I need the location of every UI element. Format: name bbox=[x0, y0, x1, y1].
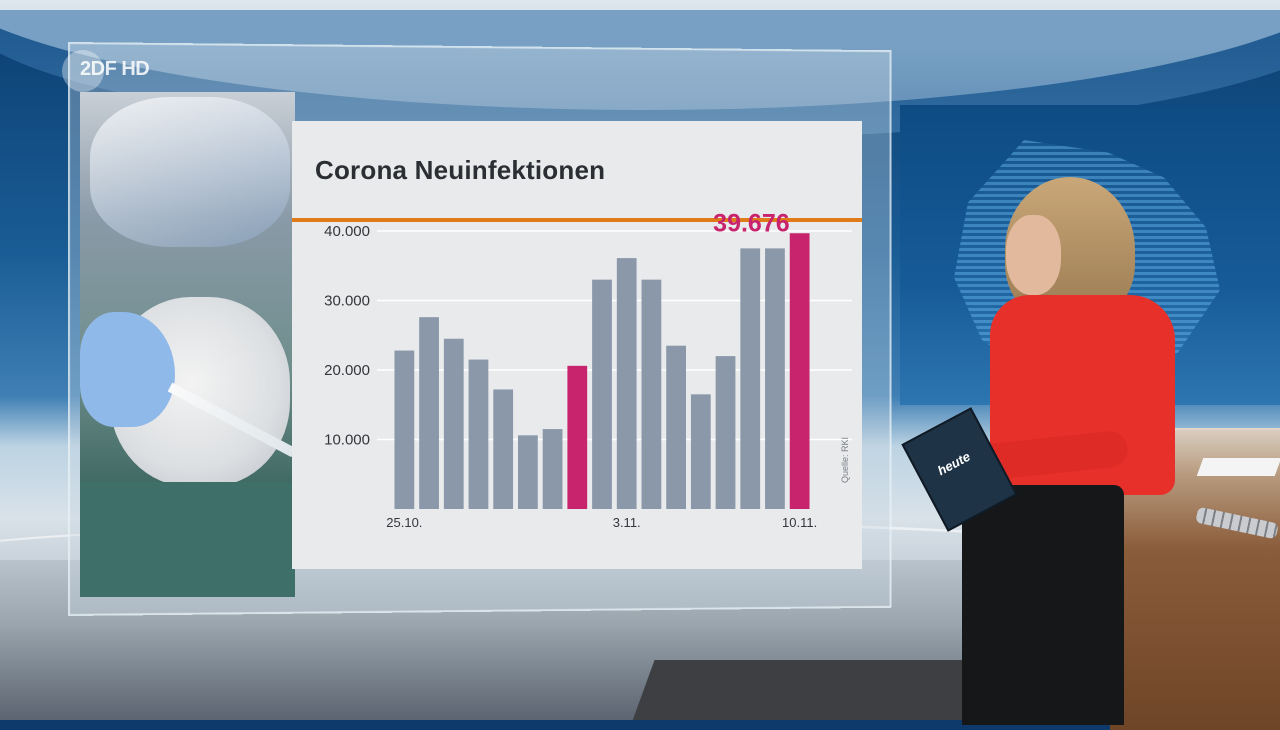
y-tick-label: 20.000 bbox=[324, 362, 370, 379]
presenter-face bbox=[1006, 215, 1061, 295]
bar bbox=[666, 346, 686, 509]
x-tick-label: 3.11. bbox=[613, 515, 641, 530]
protective-gown bbox=[80, 482, 295, 597]
medical-worker-photo bbox=[80, 92, 295, 597]
bar bbox=[617, 258, 637, 509]
source-note: Quelle: RKI bbox=[840, 437, 850, 483]
bar bbox=[543, 429, 563, 509]
y-tick-label: 10.000 bbox=[324, 432, 370, 449]
bar bbox=[444, 339, 464, 509]
x-tick-label: 10.11. bbox=[782, 515, 817, 530]
y-tick-label: 40.000 bbox=[324, 223, 370, 240]
presenter: heute bbox=[910, 170, 1180, 720]
logo-text: 2DF HD bbox=[80, 58, 149, 81]
bar bbox=[642, 280, 662, 509]
bar bbox=[469, 360, 489, 509]
bar bbox=[567, 366, 587, 509]
chart-panel: Corona Neuinfektionen 10.000 20.000 30.000… bbox=[292, 121, 862, 569]
presenter-pants bbox=[962, 485, 1124, 725]
face-shield bbox=[90, 97, 290, 247]
bar bbox=[493, 389, 513, 509]
desk-paper bbox=[1197, 458, 1280, 476]
bar bbox=[394, 351, 414, 509]
y-tick-label: 30.000 bbox=[324, 293, 370, 310]
bar bbox=[790, 233, 810, 509]
tablet-label: heute bbox=[935, 449, 973, 479]
bar bbox=[518, 435, 538, 509]
bar bbox=[716, 356, 736, 509]
bar bbox=[419, 317, 439, 509]
x-tick-label: 25.10. bbox=[386, 515, 422, 530]
bar bbox=[765, 248, 785, 509]
bar bbox=[740, 248, 760, 509]
bar bbox=[592, 280, 612, 509]
bar bbox=[691, 394, 711, 509]
bar-chart: 10.000 20.000 30.000 40.000 25.10. 3.11. 10.11… bbox=[292, 121, 862, 569]
channel-logo: 2DF HD bbox=[62, 50, 186, 92]
data-label: 39.676 bbox=[713, 209, 789, 237]
